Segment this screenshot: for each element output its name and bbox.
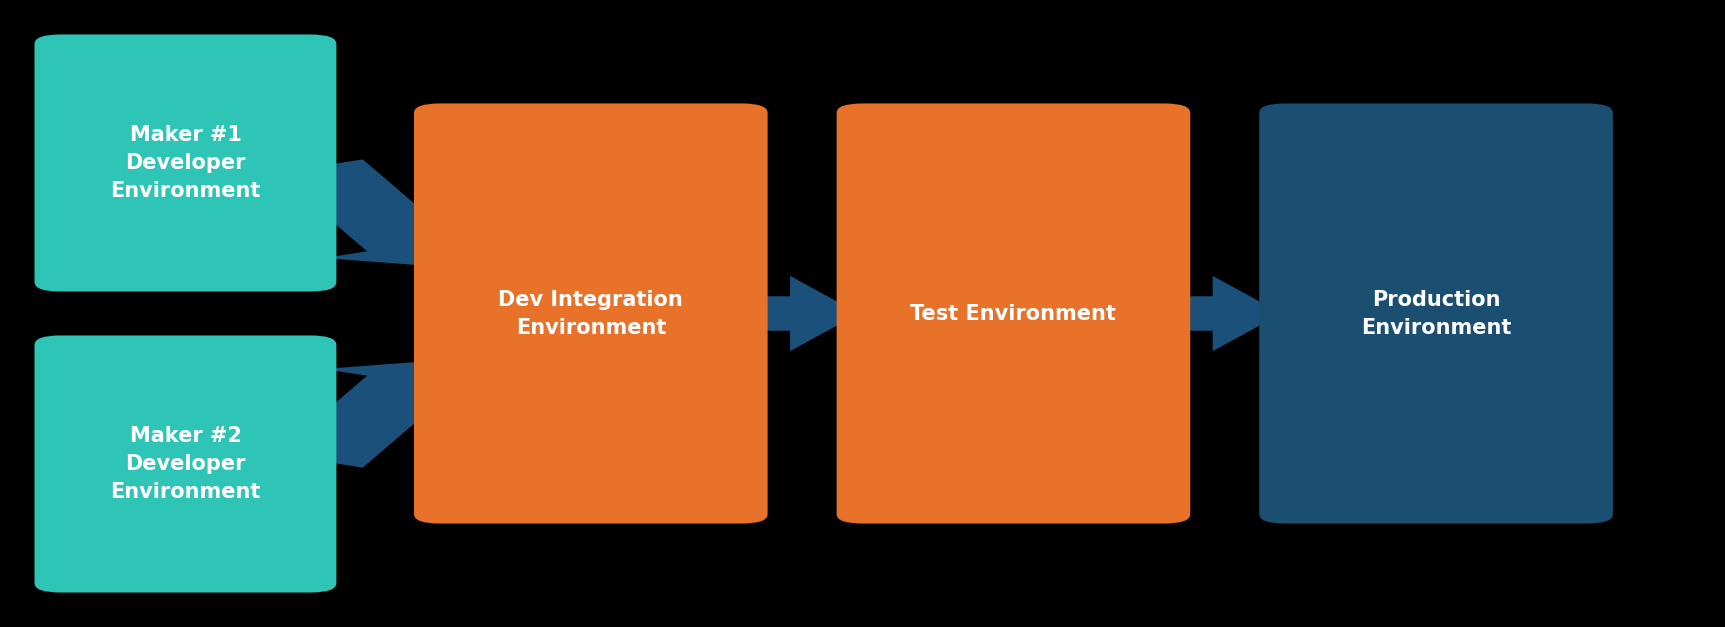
FancyBboxPatch shape xyxy=(34,335,336,593)
Polygon shape xyxy=(276,159,499,266)
Text: Production
Environment: Production Environment xyxy=(1361,290,1511,337)
Polygon shape xyxy=(1168,276,1282,351)
Text: Maker #1
Developer
Environment: Maker #1 Developer Environment xyxy=(110,125,260,201)
FancyBboxPatch shape xyxy=(414,103,768,524)
FancyBboxPatch shape xyxy=(34,34,336,292)
Polygon shape xyxy=(276,361,499,468)
FancyBboxPatch shape xyxy=(837,103,1190,524)
Text: Dev Integration
Environment: Dev Integration Environment xyxy=(499,290,683,337)
Text: Maker #2
Developer
Environment: Maker #2 Developer Environment xyxy=(110,426,260,502)
FancyBboxPatch shape xyxy=(1259,103,1613,524)
Text: Test Environment: Test Environment xyxy=(911,303,1116,324)
Polygon shape xyxy=(745,276,859,351)
